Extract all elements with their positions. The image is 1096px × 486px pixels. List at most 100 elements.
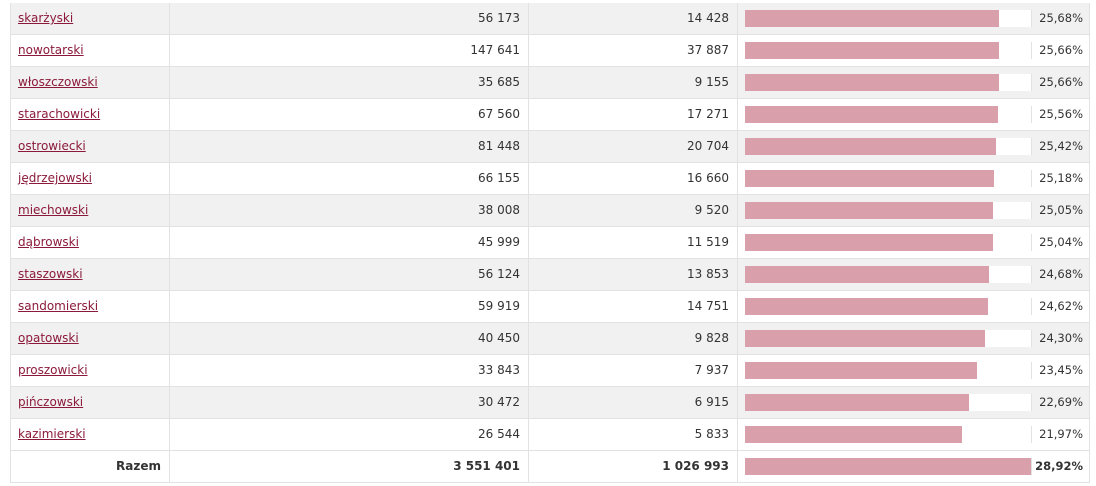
bar-track [745, 394, 1031, 411]
district-link[interactable]: staszowski [18, 267, 83, 281]
table-row: jędrzejowski 66 155 16 660 25,18% [10, 163, 1090, 195]
district-link[interactable]: dąbrowski [18, 235, 79, 249]
district-link[interactable]: sandomierski [18, 299, 99, 313]
percent-label: 25,68% [1031, 10, 1083, 27]
name-cell: Razem [10, 451, 170, 482]
count-cell: 11 519 [529, 227, 738, 258]
population-cell: 30 472 [170, 387, 529, 418]
percent-bar [745, 426, 963, 443]
district-link[interactable]: miechowski [18, 203, 89, 217]
bar-track [745, 458, 1031, 475]
bar-track [745, 42, 1031, 59]
percent-bar [745, 10, 999, 27]
percent-label: 25,04% [1031, 234, 1083, 251]
bar-track [745, 234, 1031, 251]
population-cell: 56 173 [170, 3, 529, 34]
name-cell: miechowski [10, 195, 170, 226]
count-cell: 20 704 [529, 131, 738, 162]
district-link[interactable]: nowotarski [18, 43, 84, 57]
count-cell: 16 660 [529, 163, 738, 194]
total-row: Razem 3 551 401 1 026 993 28,92% [10, 451, 1090, 483]
percent-bar [745, 234, 993, 251]
table-row: skarżyski 56 173 14 428 25,68% [10, 3, 1090, 35]
percent-bar [745, 170, 994, 187]
percent-label: 24,30% [1031, 330, 1083, 347]
count-cell: 9 155 [529, 67, 738, 98]
table-row: dąbrowski 45 999 11 519 25,04% [10, 227, 1090, 259]
population-cell: 3 551 401 [170, 451, 529, 482]
name-cell: staszowski [10, 259, 170, 290]
percent-bar [745, 42, 999, 59]
district-link[interactable]: proszowicki [18, 363, 88, 377]
district-link[interactable]: ostrowiecki [18, 139, 86, 153]
percent-bar [745, 330, 986, 347]
percent-cell: 21,97% [738, 419, 1090, 450]
bar-track [745, 362, 1031, 379]
percent-label: 25,18% [1031, 170, 1083, 187]
district-link[interactable]: kazimierski [18, 427, 86, 441]
table-row: pińczowski 30 472 6 915 22,69% [10, 387, 1090, 419]
table-row: sandomierski 59 919 14 751 24,62% [10, 291, 1090, 323]
district-link[interactable]: włoszczowski [18, 75, 98, 89]
percent-label: 24,62% [1031, 298, 1083, 315]
bar-track [745, 202, 1031, 219]
percent-label: 25,05% [1031, 202, 1083, 219]
population-cell: 59 919 [170, 291, 529, 322]
table-row: ostrowiecki 81 448 20 704 25,42% [10, 131, 1090, 163]
percent-cell: 24,30% [738, 323, 1090, 354]
population-cell: 33 843 [170, 355, 529, 386]
percent-cell: 25,04% [738, 227, 1090, 258]
percent-cell: 25,56% [738, 99, 1090, 130]
name-cell: dąbrowski [10, 227, 170, 258]
percent-bar [745, 106, 998, 123]
population-cell: 66 155 [170, 163, 529, 194]
bar-track [745, 170, 1031, 187]
percent-cell: 25,18% [738, 163, 1090, 194]
bar-track [745, 426, 1031, 443]
count-cell: 6 915 [529, 387, 738, 418]
count-cell: 14 428 [529, 3, 738, 34]
percent-label: 25,66% [1031, 42, 1083, 59]
percent-bar [745, 362, 977, 379]
bar-track [745, 74, 1031, 91]
percent-bar [745, 74, 999, 91]
district-link[interactable]: opatowski [18, 331, 79, 345]
percent-label: 28,92% [1031, 458, 1083, 475]
population-cell: 56 124 [170, 259, 529, 290]
population-cell: 147 641 [170, 35, 529, 66]
population-cell: 81 448 [170, 131, 529, 162]
count-cell: 13 853 [529, 259, 738, 290]
population-cell: 38 008 [170, 195, 529, 226]
count-cell: 5 833 [529, 419, 738, 450]
name-cell: pińczowski [10, 387, 170, 418]
district-link[interactable]: jędrzejowski [18, 171, 92, 185]
district-link[interactable]: starachowicki [18, 107, 101, 121]
population-cell: 45 999 [170, 227, 529, 258]
name-cell: jędrzejowski [10, 163, 170, 194]
table-row: starachowicki 67 560 17 271 25,56% [10, 99, 1090, 131]
name-cell: proszowicki [10, 355, 170, 386]
name-cell: starachowicki [10, 99, 170, 130]
percent-bar [745, 394, 970, 411]
percent-bar [745, 202, 993, 219]
district-link[interactable]: skarżyski [18, 11, 74, 25]
data-table: skarżyski 56 173 14 428 25,68% nowotarski 147… [10, 3, 1090, 483]
percent-cell: 25,66% [738, 67, 1090, 98]
percent-cell: 22,69% [738, 387, 1090, 418]
percent-label: 25,66% [1031, 74, 1083, 91]
bar-track [745, 10, 1031, 27]
percent-label: 24,68% [1031, 266, 1083, 283]
table-row: włoszczowski 35 685 9 155 25,66% [10, 67, 1090, 99]
bar-track [745, 138, 1031, 155]
population-cell: 40 450 [170, 323, 529, 354]
population-cell: 67 560 [170, 99, 529, 130]
percent-bar [745, 266, 990, 283]
district-link[interactable]: pińczowski [18, 395, 84, 409]
bar-track [745, 266, 1031, 283]
name-cell: sandomierski [10, 291, 170, 322]
count-cell: 37 887 [529, 35, 738, 66]
name-cell: opatowski [10, 323, 170, 354]
table-row: staszowski 56 124 13 853 24,68% [10, 259, 1090, 291]
percent-bar [745, 458, 1031, 475]
